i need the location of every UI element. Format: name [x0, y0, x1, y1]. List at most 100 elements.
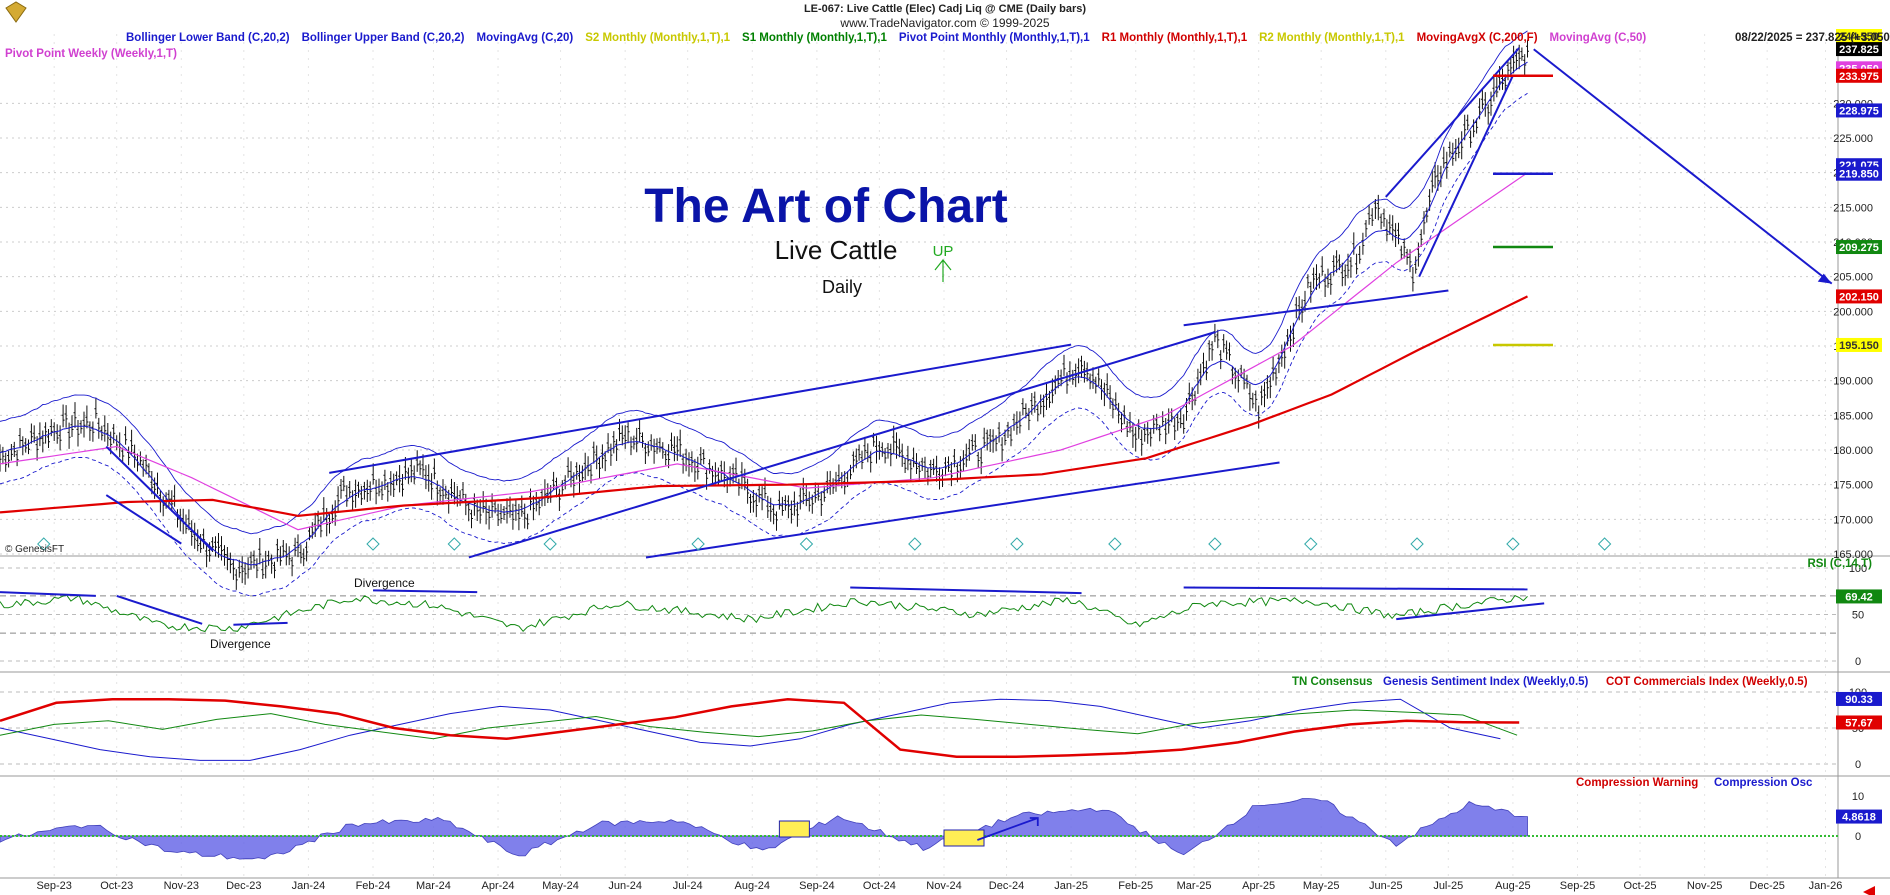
last-quote: 08/22/2025 = 237.825 (+3.050) — [1735, 32, 1890, 44]
legend-item: MovingAvg (C,50) — [1550, 32, 1647, 44]
x-tick-label: Jan-25 — [1054, 880, 1088, 892]
legend-item: Bollinger Lower Band (C,20,2) — [126, 32, 290, 44]
rsi-divergence-line — [373, 589, 478, 594]
weekly-pivot-diamond — [366, 537, 380, 551]
x-tick-label: Oct-25 — [1624, 880, 1657, 892]
weekly-pivot-diamond — [1304, 537, 1318, 551]
rsi-divergence-arrow — [116, 594, 203, 625]
rsi-tick-label: 50 — [1852, 610, 1864, 622]
grid-layer — [0, 34, 1890, 879]
cot-last-label: 57.67 — [1845, 717, 1873, 729]
projection-arrow — [1533, 48, 1833, 285]
sentiment-tick-label: 0 — [1855, 759, 1861, 771]
up-label: UP — [933, 243, 954, 260]
compression-tick-label: 0 — [1855, 831, 1861, 843]
x-tick-label: Nov-24 — [926, 880, 961, 892]
projection-arrowhead — [1817, 273, 1832, 284]
weekly-pivot-diamond — [37, 537, 51, 551]
compression-tick-label: 10 — [1852, 791, 1864, 803]
rsi-last-label: 69.42 — [1845, 591, 1873, 603]
compression-warning-box — [943, 829, 985, 847]
weekly-pivot-diamond — [1410, 537, 1424, 551]
x-tick-label: Feb-24 — [356, 880, 391, 892]
legend-item: Bollinger Upper Band (C,20,2) — [302, 32, 465, 44]
bollinger-upper-line — [0, 30, 1528, 535]
price-tick-label: 200.000 — [1833, 306, 1873, 318]
x-tick-label: Apr-25 — [1242, 880, 1275, 892]
price-tick-label: 175.000 — [1833, 480, 1873, 492]
trendline-upper-channel — [329, 343, 1072, 474]
compression-up-arrow — [977, 817, 1039, 841]
legend-tn-consensus: TN Consensus — [1292, 676, 1373, 688]
rsi-divergence-line — [1396, 602, 1545, 621]
weekly-pivot-diamond — [799, 537, 814, 551]
level-badge-label: 228.975 — [1839, 105, 1879, 117]
divergence-label-1: Divergence — [354, 576, 415, 590]
legend-cot-commercials: COT Commercials Index (Weekly,0.5) — [1606, 676, 1808, 688]
legend-item: MovingAvgX (C,200,F) — [1417, 32, 1538, 44]
x-tick-label: May-25 — [1303, 880, 1340, 892]
genesis-sentiment-line — [0, 698, 1501, 761]
weekly-pivot-diamond — [1010, 537, 1024, 551]
legend-item: R2 Monthly (Monthly,1,T),1 — [1259, 32, 1405, 44]
price-bar-series — [0, 39, 1529, 590]
rsi-divergence-line — [850, 586, 1082, 595]
level-badge-label: 233.975 — [1839, 71, 1879, 83]
x-tick-label: Oct-23 — [100, 880, 133, 892]
x-tick-label: Jul-24 — [673, 880, 703, 892]
weekly-pivot-diamond — [1108, 537, 1122, 551]
rsi-divergence-line — [233, 621, 288, 626]
subtitle: Live Cattle — [775, 235, 898, 265]
x-tick-label: Dec-24 — [989, 880, 1024, 892]
header-title: LE-067: Live Cattle (Elec) Cadj Liq @ CM… — [804, 3, 1086, 15]
level-badge-label: 237.825 — [1839, 44, 1879, 56]
weekly-pivot-diamond — [447, 537, 461, 551]
weekly-pivot-diamond — [691, 537, 705, 551]
bollinger-lower-line — [0, 92, 1528, 597]
level-badge-label: 244.550 — [1839, 31, 1879, 43]
trendline-breakout — [1183, 289, 1449, 327]
price-tick-label: 215.000 — [1833, 202, 1873, 214]
x-tick-label: Jun-25 — [1369, 880, 1403, 892]
level-badge — [1836, 29, 1882, 43]
trendline-lower-channel — [645, 461, 1280, 559]
price-tick-label: 170.000 — [1833, 514, 1873, 526]
genesis-credit: © GenesisFT — [5, 544, 64, 555]
level-badge — [1836, 68, 1882, 83]
legend-item: MovingAvg (C,20) — [477, 32, 574, 44]
compression-last-badge — [1836, 809, 1882, 824]
level-badge — [1836, 240, 1882, 255]
trendline-downtrend-2 — [105, 494, 182, 545]
legend-compression-osc: Compression Osc — [1714, 777, 1813, 789]
price-tick-label: 205.000 — [1833, 272, 1873, 284]
ma200-line — [0, 295, 1528, 518]
trendline-rising-wedge — [468, 331, 1216, 559]
x-tick-label: Jul-25 — [1433, 880, 1463, 892]
x-tick-label: Oct-24 — [863, 880, 896, 892]
ma20-line — [0, 61, 1528, 566]
cot-commercials-line — [0, 697, 1520, 759]
legend-item: S2 Monthly (Monthly,1,T),1 — [585, 32, 730, 44]
level-badge-label: 202.150 — [1839, 291, 1879, 303]
up-arrow-icon — [934, 259, 952, 282]
x-tick-label: Nov-23 — [164, 880, 199, 892]
x-tick-label: Jan-24 — [292, 880, 326, 892]
x-tick-label: Aug-24 — [735, 880, 770, 892]
legend-item: Pivot Point Monthly (Monthly,1,T),1 — [899, 32, 1090, 44]
price-tick-label: 165.000 — [1833, 549, 1873, 561]
x-tick-label: Sep-24 — [799, 880, 834, 892]
level-badge — [1836, 42, 1882, 57]
trendline-downtrend-1 — [105, 445, 214, 552]
weekly-pivot-diamond — [1597, 537, 1612, 551]
x-tick-label: Jan-26 — [1809, 880, 1843, 892]
x-tick-label: Sep-23 — [36, 880, 71, 892]
trendline-upper-wedge — [1385, 47, 1520, 198]
rsi-last-badge — [1836, 589, 1882, 604]
legend-item: S1 Monthly (Monthly,1,T),1 — [742, 32, 887, 44]
pivot-weekly-legend: Pivot Point Weekly (Weekly,1,T) — [5, 48, 177, 60]
price-tick-label: 180.000 — [1833, 445, 1873, 457]
legend-item: R1 Monthly (Monthly,1,T),1 — [1102, 32, 1248, 44]
compression-last-label: 4.8618 — [1842, 812, 1876, 824]
x-tick-label: Mar-25 — [1177, 880, 1212, 892]
